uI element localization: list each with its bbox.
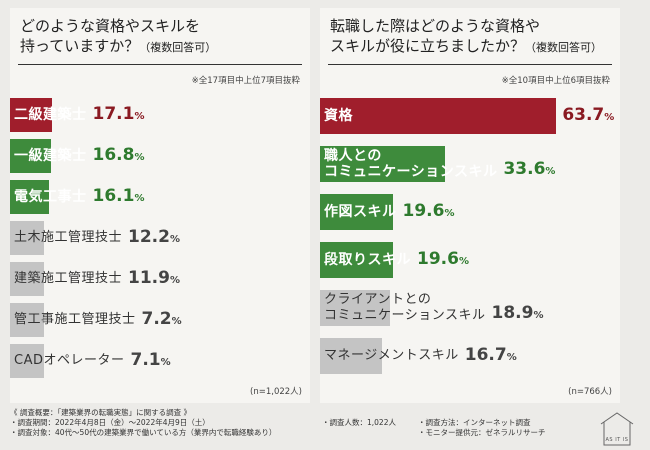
- bar-label: クライアントとの コミュニケーションスキル: [324, 292, 486, 323]
- left-chart-panel: どのような資格やスキルを 持っていますか？（複数回答可） ※全17項目中上位7項…: [10, 8, 310, 403]
- survey-count: ・調査人数：1,022人: [322, 418, 396, 427]
- bar-value-number: 19.6: [402, 201, 445, 221]
- right-chart-panel: 転職した際はどのような資格や スキルが役に立ちましたか？（複数回答可） ※全10…: [320, 8, 620, 403]
- bar-value-number: 17.1: [92, 104, 135, 124]
- bar-value: 63.7%: [562, 105, 614, 125]
- bar: [320, 242, 393, 278]
- bar-label: 資格: [324, 108, 353, 124]
- bar-label: 二級建築士: [14, 107, 87, 123]
- bar-row: 段取りスキル 19.6%: [320, 242, 620, 278]
- bar-row: 一級建築士 16.8%: [10, 139, 310, 173]
- bar-value-number: 16.1: [92, 186, 135, 206]
- right-title-divider: [328, 64, 612, 65]
- left-chart-title: どのような資格やスキルを 持っていますか？（複数回答可）: [20, 17, 217, 55]
- bar-row: 土木施工管理技士 12.2%: [10, 221, 310, 255]
- bar-value: 19.6%: [403, 201, 455, 221]
- survey-method-block: ・調査方法：インターネット調査 ・モニター提供元：ゼネラルリサーチ: [418, 418, 546, 438]
- bar-row: 二級建築士 17.1%: [10, 98, 310, 132]
- left-title-divider: [18, 64, 302, 65]
- bar-value-number: 18.9: [491, 303, 534, 323]
- bar-value-percent: %: [169, 275, 180, 286]
- bar-value-percent: %: [169, 234, 180, 245]
- bar-value-number: 16.8: [92, 145, 135, 165]
- bar: [320, 194, 393, 230]
- survey-target: ・調査対象：40代～50代の建築業界で働いている方（業界内で転職経験あり）: [10, 428, 277, 437]
- company-logo: AS IT IS: [597, 410, 637, 446]
- logo-text: AS IT IS: [605, 437, 629, 443]
- bar-label: 電気工事士: [14, 189, 87, 205]
- bar: [10, 344, 44, 378]
- bar-label: 建築施工管理技士: [14, 271, 123, 286]
- bar: [10, 303, 44, 337]
- bar-label: 土木施工管理技士: [14, 230, 123, 245]
- bar-row: 職人との コミュニケーションスキル 33.6%: [320, 146, 620, 182]
- right-sample-size: (n=766人): [568, 387, 612, 397]
- left-chart-note: ※全17項目中上位7項目抜粋: [191, 76, 300, 86]
- survey-overview: 《 調査概要：「建築業界の転職実態」に関する調査 》 ・調査期間：2022年4月…: [10, 408, 276, 438]
- bar-value-percent: %: [545, 166, 556, 177]
- bar: [320, 290, 391, 326]
- survey-period: ・調査期間：2022年4月8日（金）～2022年4月9日（土）: [10, 418, 210, 427]
- bar: [10, 221, 44, 255]
- bar-value-number: 7.1: [130, 350, 161, 370]
- bar: [320, 98, 557, 134]
- bar-label: マネージメントスキル: [324, 348, 459, 363]
- bar-value-percent: %: [171, 316, 182, 327]
- bar-value: 12.2%: [128, 227, 180, 247]
- left-sample-size: (n=1,022人): [250, 387, 302, 397]
- bar-value: 16.1%: [93, 186, 145, 206]
- bar-value-percent: %: [134, 111, 145, 122]
- survey-method: ・調査方法：インターネット調査: [418, 418, 531, 427]
- bar: [10, 139, 52, 173]
- bar-value-number: 7.2: [141, 309, 172, 329]
- bar-row: CADオペレーター 7.1%: [10, 344, 310, 378]
- bar-value-number: 11.9: [128, 268, 170, 288]
- bar-row: 電気工事士 16.1%: [10, 180, 310, 214]
- right-chart-note: ※全10項目中上位6項目抜粋: [501, 76, 610, 86]
- survey-heading: 《 調査概要：「建築業界の転職実態」に関する調査 》: [10, 408, 192, 417]
- bar: [10, 98, 52, 132]
- bar-value: 11.9%: [128, 268, 180, 288]
- bar-value-number: 19.6: [417, 249, 459, 269]
- bar-value-number: 33.6: [503, 159, 546, 179]
- bar-value: 33.6%: [503, 159, 555, 179]
- bar-value: 19.6%: [417, 249, 469, 269]
- bar: [320, 338, 382, 374]
- bar-value-percent: %: [458, 256, 469, 267]
- bar-label: 職人との コミュニケーションスキル: [324, 148, 498, 180]
- bar-value-percent: %: [533, 310, 544, 321]
- bar-label: CADオペレーター: [14, 353, 125, 368]
- bar-label: 段取りスキル: [324, 252, 411, 268]
- bar-value-number: 16.7: [464, 345, 507, 365]
- bar-value: 18.9%: [491, 303, 543, 323]
- bar-row: 建築施工管理技士 11.9%: [10, 262, 310, 296]
- bar-row: 資格 63.7%: [320, 98, 620, 134]
- bar-row: 管工事施工管理技士 7.2%: [10, 303, 310, 337]
- survey-provider: ・モニター提供元：ゼネラルリサーチ: [418, 428, 546, 437]
- bar: [10, 262, 44, 296]
- bar-value-percent: %: [506, 352, 517, 363]
- bar-label: 作図スキル: [324, 204, 397, 220]
- bar-row: マネージメントスキル 16.7%: [320, 338, 620, 374]
- bar-value-number: 12.2: [128, 227, 170, 247]
- right-chart-title: 転職した際はどのような資格や スキルが役に立ちましたか？（複数回答可）: [330, 17, 603, 55]
- bar-value-percent: %: [444, 208, 455, 219]
- bar-value-percent: %: [160, 357, 171, 368]
- bar-value: 16.8%: [93, 145, 145, 165]
- bar-value-number: 63.7: [562, 105, 605, 125]
- bar-label: 一級建築士: [14, 148, 87, 164]
- bar-value: 7.2%: [142, 309, 182, 329]
- bar-value: 17.1%: [93, 104, 145, 124]
- bar-value-percent: %: [134, 152, 145, 163]
- bar-value-percent: %: [134, 193, 145, 204]
- bar: [320, 146, 445, 182]
- bar-label: 管工事施工管理技士: [14, 312, 136, 327]
- bar-value-percent: %: [604, 112, 615, 123]
- house-logo-icon: [600, 412, 634, 446]
- bar-row: クライアントとの コミュニケーションスキル 18.9%: [320, 290, 620, 326]
- bar-value: 16.7%: [465, 345, 517, 365]
- bar: [10, 180, 50, 214]
- bar-row: 作図スキル 19.6%: [320, 194, 620, 230]
- bar-value: 7.1%: [130, 350, 170, 370]
